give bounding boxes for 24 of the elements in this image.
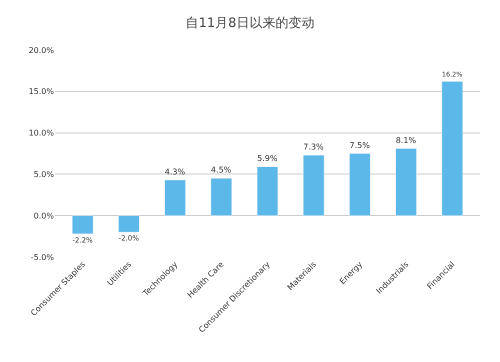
bar [349, 153, 371, 216]
data-label: 4.3% [164, 167, 186, 176]
bar [442, 81, 463, 216]
bar [303, 154, 324, 216]
data-label: 4.5% [210, 166, 232, 175]
y-tick-label: 15.0% [28, 87, 54, 96]
bar [210, 178, 232, 216]
bar [72, 215, 94, 234]
data-label: -2.2% [72, 235, 94, 244]
data-label: 5.9% [257, 154, 278, 164]
y-tick-label: 0.0% [34, 211, 54, 220]
data-label: -2.0% [118, 234, 140, 243]
y-tick-label: 5.0% [34, 170, 54, 179]
bar [256, 166, 278, 216]
y-tick-label: 20.0% [28, 46, 54, 55]
bar [164, 180, 186, 216]
y-tick-label: 10.0% [28, 128, 54, 138]
data-label: 7.5% [350, 140, 370, 150]
data-label: 7.3% [303, 142, 324, 152]
data-label: 8.1% [396, 136, 416, 145]
chart-title: 自11月8日以来的变动 [186, 16, 314, 32]
bar [118, 215, 140, 232]
y-tick-label: -5.0% [30, 252, 54, 262]
bar [395, 148, 417, 216]
